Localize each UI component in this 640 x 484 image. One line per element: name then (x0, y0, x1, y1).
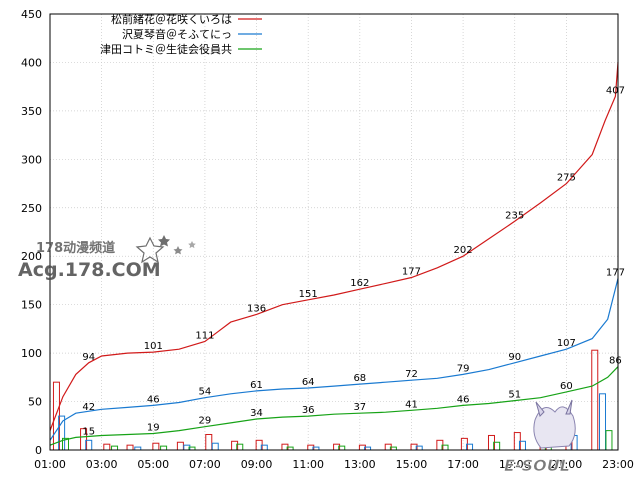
data-label: 79 (457, 363, 470, 374)
hourly-bar (205, 433, 213, 451)
data-label: 202 (454, 245, 473, 256)
data-label: 51 (508, 390, 521, 401)
data-label: 136 (247, 303, 266, 314)
series-lines (49, 62, 619, 446)
axes: 0 50 100 150 200 250 300 350 400 450 01:00 03:00 05:… (21, 8, 634, 471)
hourly-bar (160, 445, 168, 451)
y-tick-label: 450 (21, 8, 42, 21)
data-label: 54 (199, 387, 212, 398)
data-label: 94 (82, 352, 95, 363)
y-tick-label: 300 (21, 153, 42, 166)
character-ears (535, 399, 573, 417)
data-label: 177 (402, 267, 421, 278)
hourly-bar (126, 444, 134, 451)
hourly-bar (605, 430, 613, 451)
x-tick-label: 01:00 (34, 458, 66, 471)
data-label: 34 (250, 408, 263, 419)
x-tick-label: 09:00 (241, 458, 273, 471)
data-label: 107 (557, 338, 576, 349)
star-icon (135, 236, 165, 264)
data-label: 64 (302, 377, 315, 388)
star-tiny-icon-2 (188, 241, 196, 249)
data-label: 19 (147, 423, 160, 434)
series-line-2 (49, 278, 619, 441)
character-illustration (533, 406, 576, 449)
x-tick-label: 19:00 (499, 458, 531, 471)
series-line-3 (49, 366, 619, 446)
plot-frame (49, 13, 619, 451)
data-label: 90 (508, 352, 521, 363)
data-label: 68 (353, 373, 366, 384)
watermark-line2: Acg.178.COM (18, 259, 161, 281)
data-label: 60 (560, 381, 573, 392)
watermark-line1: 178动漫频道 (36, 240, 115, 256)
legend-label-2: 沢夏琴音＠そふてにっ (122, 27, 232, 41)
data-label: 151 (299, 289, 318, 300)
hourly-bar (176, 441, 184, 451)
hourly-bar (599, 393, 607, 451)
data-label: 86 (609, 356, 622, 367)
hourly-bar (111, 445, 119, 451)
series-line-1 (49, 62, 619, 431)
data-label: 29 (199, 416, 212, 427)
data-label: 162 (350, 278, 369, 289)
data-label: 61 (250, 380, 263, 391)
data-label: 275 (557, 173, 576, 184)
legend-label-1: 松前緒花＠花咲くいろは (111, 12, 232, 26)
star-tiny-icon (173, 246, 183, 255)
y-tick-label: 50 (28, 396, 42, 409)
data-labels: 94 101 111 136 151 162 177 202 235 275 407 42 46 54 61… (82, 85, 625, 437)
data-label: 235 (505, 210, 524, 221)
hourly-bar (591, 349, 599, 451)
data-label: 72 (405, 369, 418, 380)
x-tick-label: 21:00 (551, 458, 583, 471)
watermark-esoul-logo: E-SOUL (504, 399, 576, 475)
data-label: 111 (195, 330, 214, 341)
hourly-bars (52, 349, 613, 451)
data-label: 407 (606, 85, 625, 96)
data-label: 41 (405, 399, 418, 410)
x-tick-label: 07:00 (189, 458, 221, 471)
y-tick-label: 0 (35, 444, 42, 457)
x-tick-label: 11:00 (292, 458, 324, 471)
legend-label-3: 津田コトミ＠生徒会役員共 (100, 42, 232, 56)
watermark-178-logo: 178动漫频道 Acg.178.COM (18, 235, 196, 281)
hourly-bar (152, 442, 160, 451)
y-tick-label: 250 (21, 202, 42, 215)
data-label: 46 (457, 394, 470, 405)
y-tick-label: 100 (21, 347, 42, 360)
grid (49, 13, 619, 451)
x-tick-label: 13:00 (344, 458, 376, 471)
data-label: 37 (353, 402, 366, 413)
y-tick-label: 350 (21, 105, 42, 118)
x-tick-label: 03:00 (86, 458, 118, 471)
x-tick-label: 15:00 (396, 458, 428, 471)
star-small-icon (158, 235, 170, 247)
y-tick-label: 150 (21, 299, 42, 312)
x-tick-label: 17:00 (447, 458, 479, 471)
data-label: 46 (147, 394, 160, 405)
hourly-bar (211, 442, 219, 451)
x-tick-label: 23:00 (602, 458, 634, 471)
data-label: 15 (82, 426, 95, 437)
watermark-esoul-text: E-SOUL (504, 456, 570, 475)
data-label: 101 (144, 341, 163, 352)
data-label: 177 (606, 268, 625, 279)
y-tick-label: 200 (21, 250, 42, 263)
x-tick-label: 05:00 (137, 458, 169, 471)
hourly-bar (103, 443, 111, 451)
data-label: 36 (302, 405, 315, 416)
y-tick-label: 400 (21, 56, 42, 69)
data-label: 42 (82, 402, 95, 413)
